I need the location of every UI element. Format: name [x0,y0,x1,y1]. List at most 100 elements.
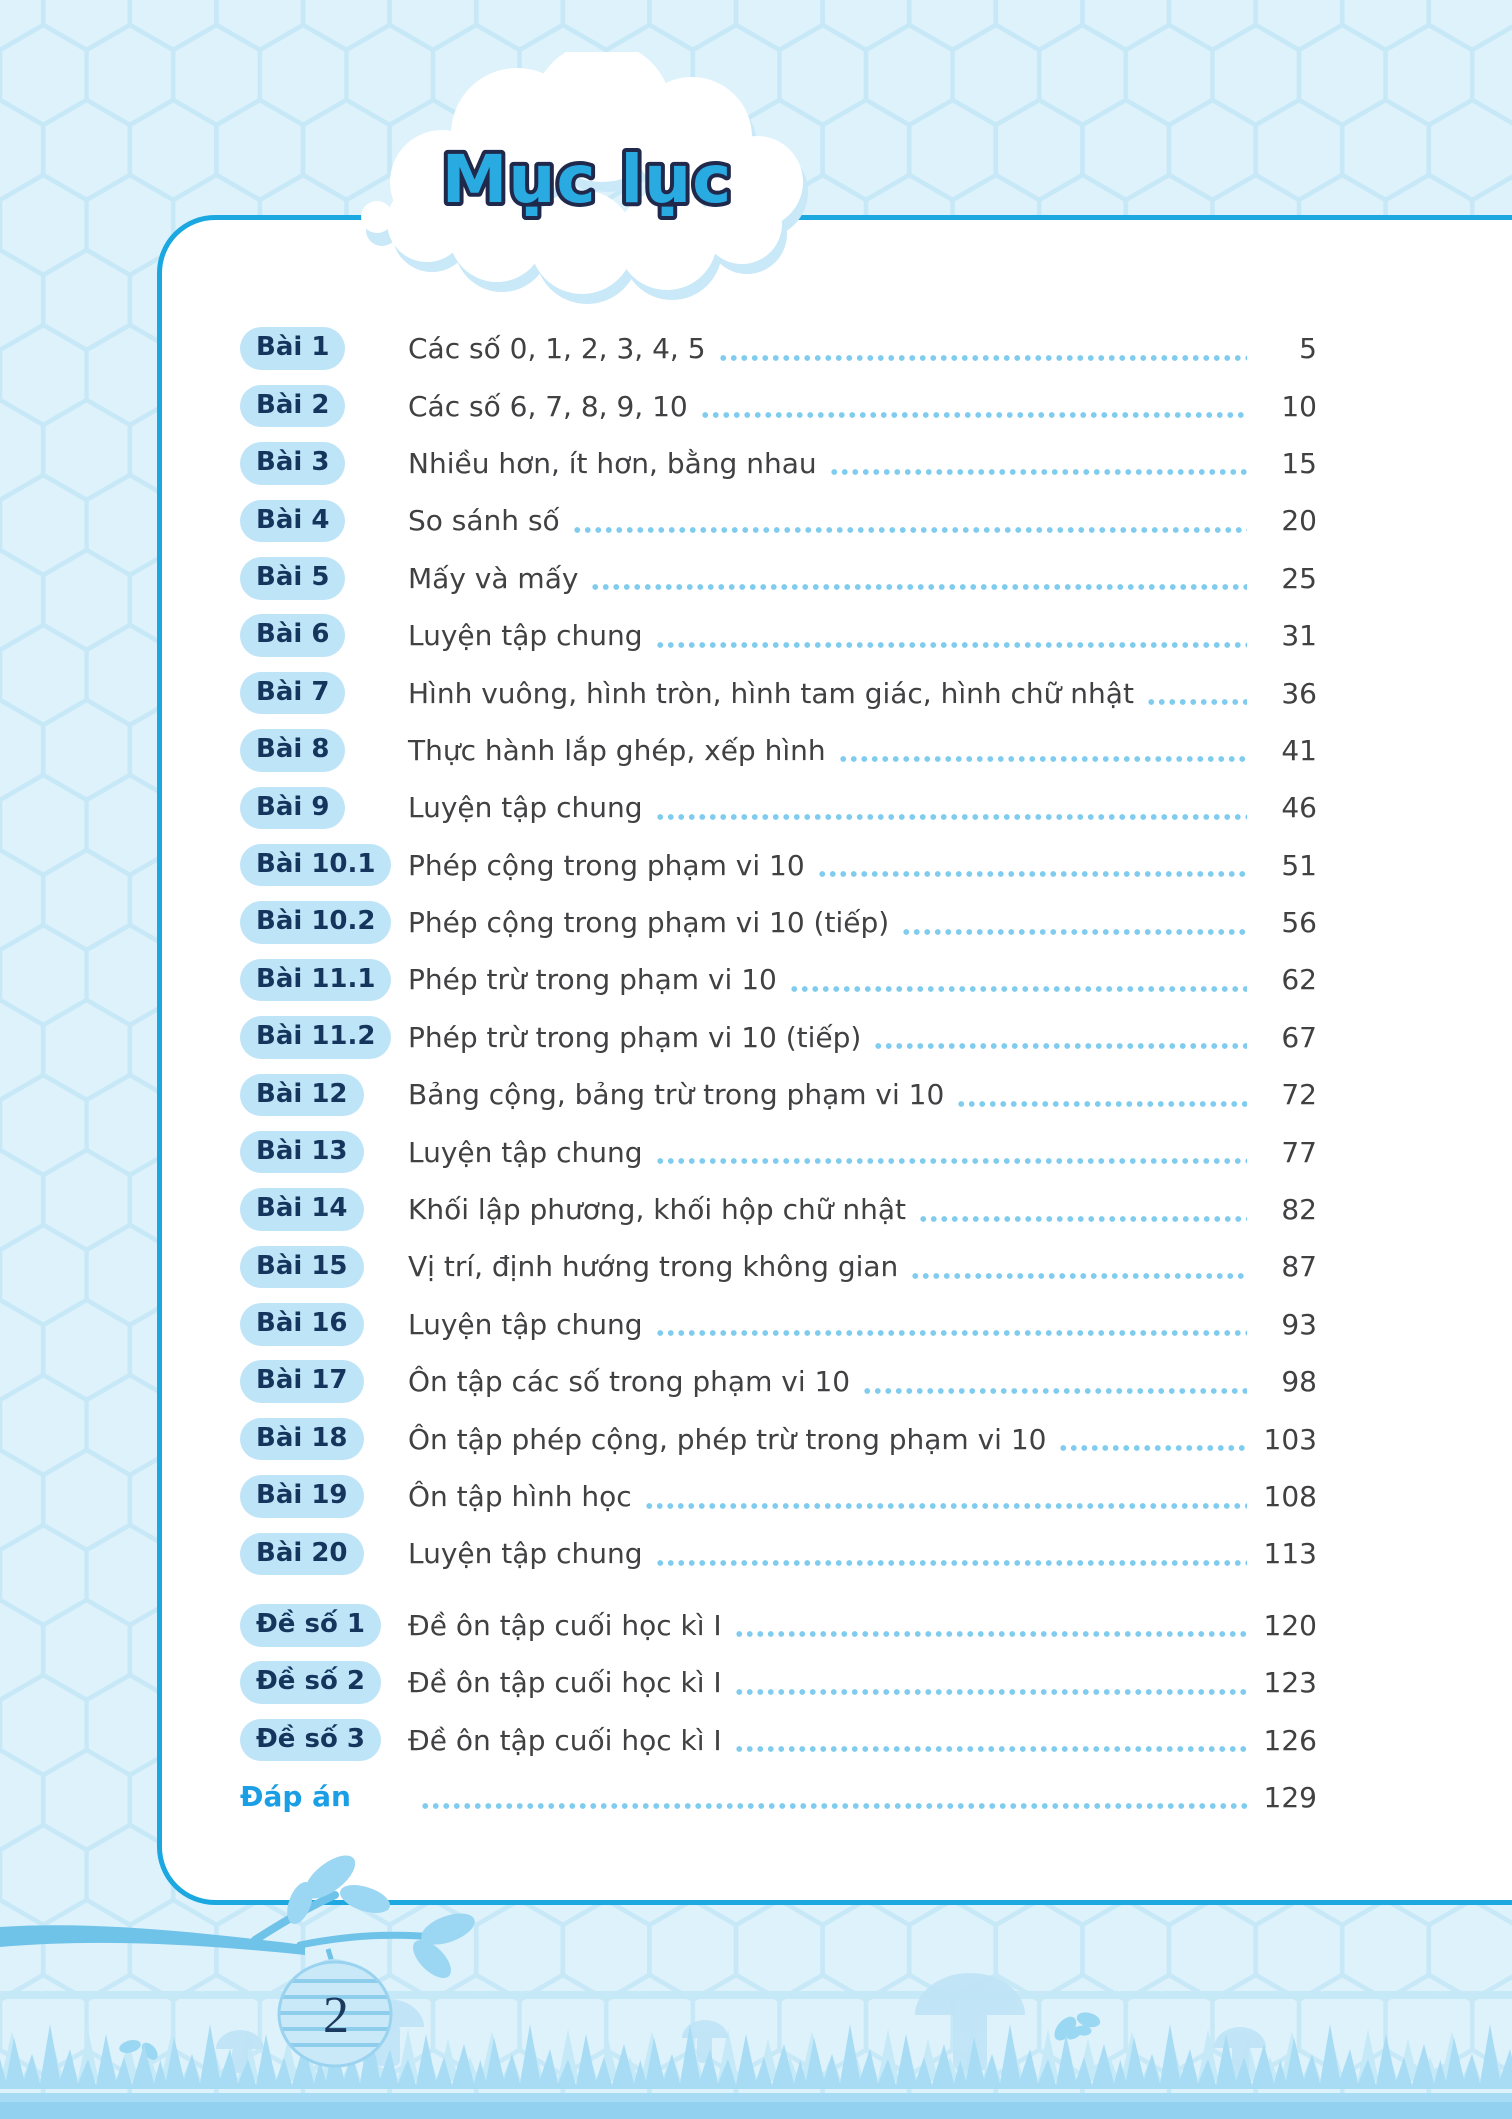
toc-row: Bài 7 Hình vuông, hình tròn, hình tam gi… [240,664,1317,721]
lesson-page-number: 41 [1281,733,1317,767]
cloud-body [361,52,803,294]
lesson-badge-column: Bài 10.1 [240,843,408,887]
dotted-leader [837,753,1247,766]
toc-row: Bài 5 Mấy và mấy 25 [240,550,1317,607]
toc-row: Bài 10.1 Phép cộng trong phạm vi 10 51 [240,837,1317,894]
toc-row: Bài 1 Các số 0, 1, 2, 3, 4, 5 5 [240,320,1317,377]
lesson-badge: Bài 10.2 [240,901,392,944]
lesson-badge-column: Đề số 1 [240,1604,408,1647]
toc-row: Đáp án 129 [240,1769,1317,1826]
toc-row: Bài 4 So sánh số 20 [240,492,1317,549]
lesson-badge: Bài 11.2 [240,1016,392,1059]
lesson-page-number: 72 [1281,1078,1317,1112]
lesson-page-number: 120 [1263,1608,1317,1642]
page-title: Mục lục [442,141,733,218]
lesson-page-number: 10 [1281,389,1317,423]
toc-lessons-section: Bài 1 Các số 0, 1, 2, 3, 4, 5 5 Bài 2 Cá… [240,320,1317,1583]
lesson-badge-column: Bài 7 [240,671,408,715]
lesson-badge: Đề số 3 [240,1718,381,1762]
lesson-page-number: 5 [1299,332,1317,366]
toc-row: Bài 2 Các số 6, 7, 8, 9, 10 10 [240,377,1317,434]
dotted-leader [733,1628,1247,1641]
lesson-title: Ôn tập phép cộng, phép trừ trong phạm vi… [408,1422,1047,1456]
lesson-badge-column: Bài 5 [240,557,408,600]
toc-row: Bài 19 Ôn tập hình học 108 [240,1468,1317,1525]
lesson-badge-column: Bài 3 [240,442,408,485]
lesson-badge-column: Bài 10.2 [240,901,408,944]
lesson-badge-column: Bài 9 [240,786,408,830]
lesson-page-number: 129 [1263,1780,1317,1814]
dotted-leader [699,409,1247,422]
dotted-leader [1058,1442,1247,1455]
lesson-badge-column: Bài 16 [240,1303,408,1346]
lesson-badge: Bài 20 [240,1532,364,1576]
lesson-badge: Đề số 2 [240,1661,381,1704]
toc-row: Bài 11.1 Phép trừ trong phạm vi 10 62 [240,951,1317,1008]
lesson-page-number: 56 [1281,906,1317,940]
lesson-page-number: 93 [1281,1307,1317,1341]
lesson-badge-column: Bài 18 [240,1417,408,1461]
lesson-title: Hình vuông, hình tròn, hình tam giác, hì… [408,676,1134,710]
lesson-badge-column: Đề số 3 [240,1718,408,1762]
toc-row: Bài 12 Bảng cộng, bảng trừ trong phạm vi… [240,1066,1317,1123]
lesson-badge-column: Bài 14 [240,1188,408,1231]
toc-row: Bài 15 Vị trí, định hướng trong không gi… [240,1238,1317,1295]
title-cloud: Mục lục [361,52,808,304]
dotted-leader [654,1327,1247,1340]
lesson-title: Luyện tập chung [408,1537,643,1571]
lesson-badge-column: Bài 11.2 [240,1016,408,1059]
lesson-badge: Bài 17 [240,1360,364,1403]
branch [0,1855,475,1978]
bottom-decorations: 2 [0,1855,1512,2119]
lesson-page-number: 126 [1263,1723,1317,1757]
lesson-badge: Đề số 1 [240,1604,381,1647]
lesson-title: Thực hành lắp ghép, xếp hình [408,733,826,767]
dotted-leader [420,1800,1247,1813]
toc-row: Đề số 3 Đề ôn tập cuối học kì I 126 [240,1711,1317,1768]
lesson-title: Ôn tập các số trong phạm vi 10 [408,1365,851,1399]
content-card [157,215,1512,1905]
table-of-contents: Bài 1 Các số 0, 1, 2, 3, 4, 5 5 Bài 2 Cá… [240,320,1317,1826]
lesson-badge: Bài 8 [240,729,346,772]
lesson-title: Đề ôn tập cuối học kì I [408,1666,722,1700]
lesson-page-number: 82 [1281,1193,1317,1227]
toc-row: Bài 17 Ôn tập các số trong phạm vi 10 98 [240,1353,1317,1410]
lesson-page-number: 123 [1263,1666,1317,1700]
toc-row: Bài 10.2 Phép cộng trong phạm vi 10 (tiế… [240,894,1317,951]
toc-row: Bài 18 Ôn tập phép cộng, phép trừ trong … [240,1410,1317,1467]
dotted-leader [828,466,1247,479]
lesson-title: Nhiều hơn, ít hơn, bằng nhau [408,446,817,480]
dotted-leader [910,1269,1247,1282]
lesson-title: Khối lập phương, khối hộp chữ nhật [408,1193,906,1227]
lesson-badge: Bài 2 [240,384,346,428]
lesson-title: Luyện tập chung [408,791,643,825]
lesson-badge-column: Bài 2 [240,384,408,428]
lesson-page-number: 20 [1281,504,1317,538]
lesson-badge-column: Bài 6 [240,614,408,657]
dotted-leader [654,1155,1247,1168]
lesson-page-number: 15 [1281,446,1317,480]
lesson-badge-column: Đề số 2 [240,1661,408,1704]
dotted-leader [901,925,1247,938]
lesson-title: So sánh số [408,504,560,538]
lesson-badge-column: Bài 1 [240,327,408,370]
dotted-leader [654,1556,1247,1569]
lesson-badge: Bài 1 [240,327,346,370]
lesson-badge: Bài 5 [240,557,346,600]
lesson-badge-column: Bài 20 [240,1532,408,1576]
lesson-badge-column: Bài 4 [240,499,408,543]
lesson-title: Bảng cộng, bảng trừ trong phạm vi 10 [408,1078,945,1112]
lesson-badge: Bài 3 [240,442,346,485]
lesson-badge-column: Bài 19 [240,1475,408,1518]
lesson-page-number: 108 [1263,1480,1317,1513]
lesson-badge: Bài 6 [240,614,346,657]
lesson-title: Mấy và mấy [408,561,579,595]
toc-row: Bài 11.2 Phép trừ trong phạm vi 10 (tiếp… [240,1009,1317,1066]
lesson-badge: Bài 18 [240,1417,364,1461]
toc-tests-section: Đề số 1 Đề ôn tập cuối học kì I 120 Đề s… [240,1597,1317,1769]
toc-row: Bài 8 Thực hành lắp ghép, xếp hình 41 [240,722,1317,779]
lesson-page-number: 103 [1263,1422,1317,1456]
lesson-page-number: 31 [1281,619,1317,653]
lesson-page-number: 36 [1281,676,1317,710]
